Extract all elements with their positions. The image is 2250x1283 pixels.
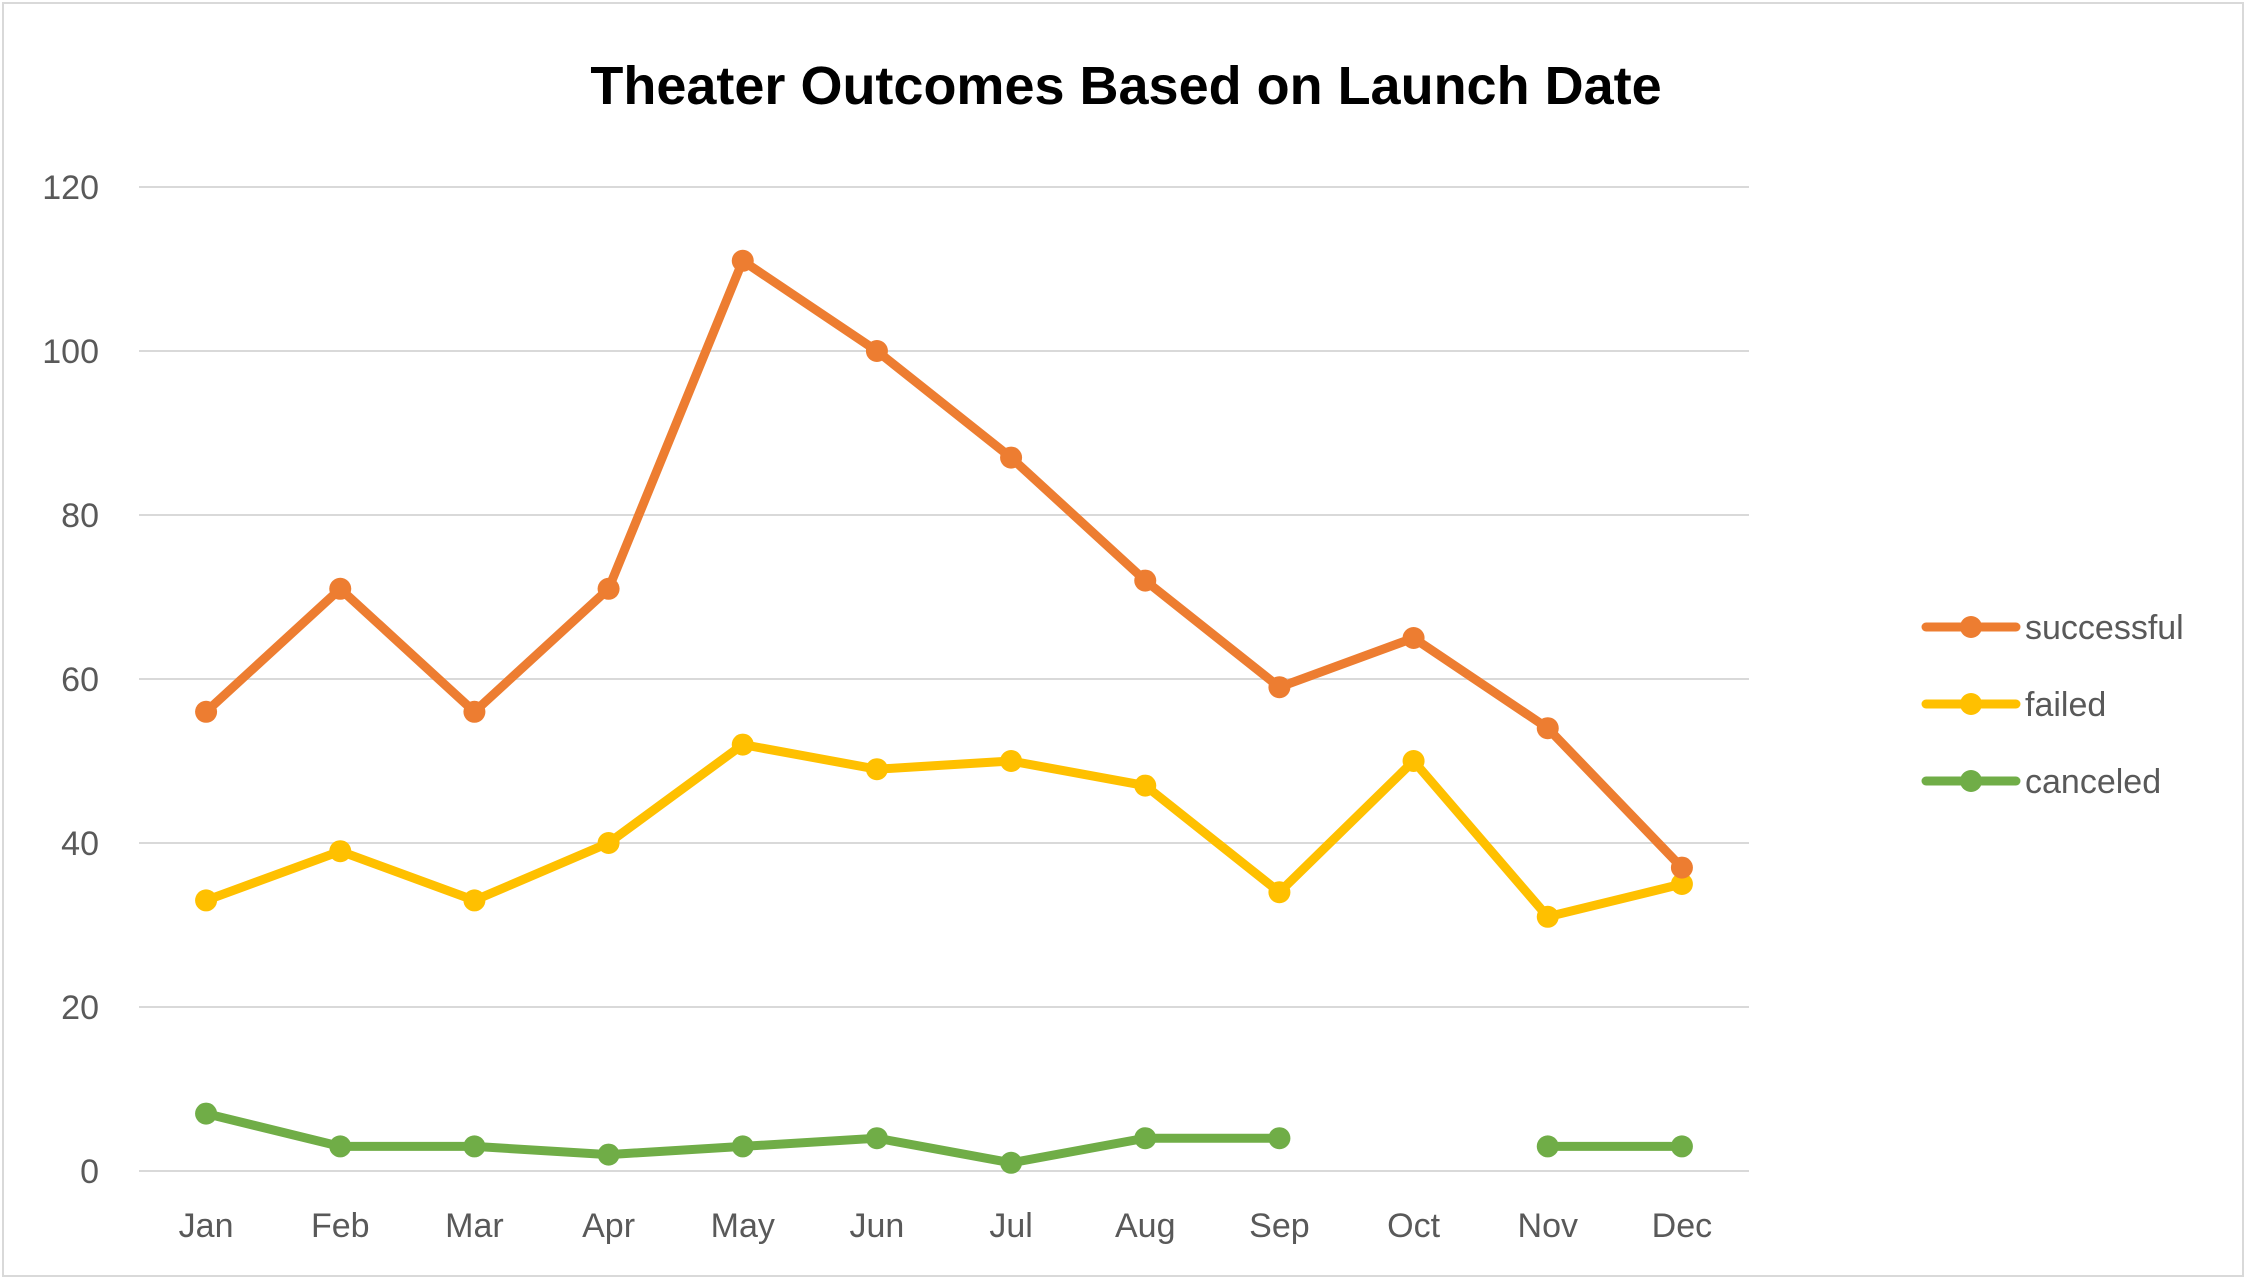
series-canceled [195,1102,1693,1174]
chart-title: Theater Outcomes Based on Launch Date [590,56,1661,116]
series-line-failed [201,740,1687,922]
data-point-canceled [865,1127,888,1150]
data-point-successful [1536,717,1559,740]
x-tick-label: Apr [582,1207,635,1245]
x-tick-label: Jun [850,1207,905,1245]
data-point-successful [597,577,620,600]
legend-marker [1960,693,1982,715]
series-line-successful [201,256,1687,873]
x-tick-label: May [711,1207,775,1245]
data-point-successful [1670,856,1693,879]
data-point-successful [1268,676,1291,699]
y-tick-label: 80 [61,497,99,535]
legend-item-successful: successful [1921,609,2184,647]
data-point-failed [1670,873,1693,895]
data-point-canceled [463,1135,486,1158]
legend-marker [1960,770,1982,792]
y-axis-ticks: 0 20 40 60 80 100 120 [42,169,99,1191]
y-tick-label: 0 [80,1153,99,1191]
x-tick-label: Dec [1652,1207,1712,1245]
data-point-failed [731,733,754,756]
x-tick-label: Mar [445,1207,504,1245]
data-point-failed [195,889,218,912]
data-point-failed [1402,750,1425,772]
data-point-successful [1134,569,1157,592]
data-point-canceled [1268,1127,1291,1150]
legend-item-canceled: canceled [1921,763,2161,801]
data-point-canceled [597,1143,620,1166]
legend-label: canceled [2025,763,2161,801]
y-tick-label: 20 [61,989,99,1027]
data-point-failed [463,889,486,912]
data-point-successful [1402,627,1425,649]
series-successful [195,249,1693,879]
data-point-successful [195,700,218,723]
line-chart: Theater Outcomes Based on Launch Date 0 2… [42,56,2184,1245]
data-point-failed [1268,881,1291,904]
y-tick-label: 100 [42,333,99,371]
data-point-successful [329,577,352,600]
data-point-failed [1134,774,1157,797]
data-point-failed [597,832,620,854]
data-point-canceled [1134,1127,1157,1150]
legend-label: successful [2025,609,2184,647]
legend-marker [1960,616,1982,638]
x-tick-label: Oct [1387,1207,1440,1245]
data-point-canceled [1670,1135,1693,1158]
legend-item-failed: failed [1921,686,2106,724]
data-point-successful [1000,446,1023,469]
x-tick-label: Jul [989,1207,1032,1245]
y-tick-label: 60 [61,661,99,699]
x-tick-label: Jan [179,1207,234,1245]
x-tick-label: Nov [1518,1207,1578,1245]
legend-label: failed [2025,686,2106,724]
y-tick-label: 40 [61,825,99,863]
data-point-failed [1536,905,1559,928]
x-axis-ticks: Jan Feb Mar Apr May Jun Jul Aug Sep Oct Nov Dec [179,1207,1712,1245]
data-point-failed [329,840,352,863]
series-lines [195,249,1693,1174]
y-tick-label: 120 [42,169,99,207]
x-tick-label: Aug [1115,1207,1176,1245]
gridlines [139,186,1749,1172]
data-point-canceled [1000,1151,1023,1174]
data-point-successful [731,249,754,272]
data-point-canceled [1536,1135,1559,1158]
data-point-successful [463,700,486,723]
series-failed [195,733,1693,928]
data-point-canceled [329,1135,352,1158]
data-point-successful [865,340,888,362]
x-tick-label: Sep [1249,1207,1310,1245]
data-point-canceled [195,1102,218,1125]
data-point-failed [1000,750,1023,772]
series-line-canceled [201,1109,1687,1168]
legend: successful failed canceled [1921,609,2184,801]
data-point-failed [865,758,888,781]
data-point-canceled [731,1135,754,1158]
x-tick-label: Feb [311,1207,370,1245]
